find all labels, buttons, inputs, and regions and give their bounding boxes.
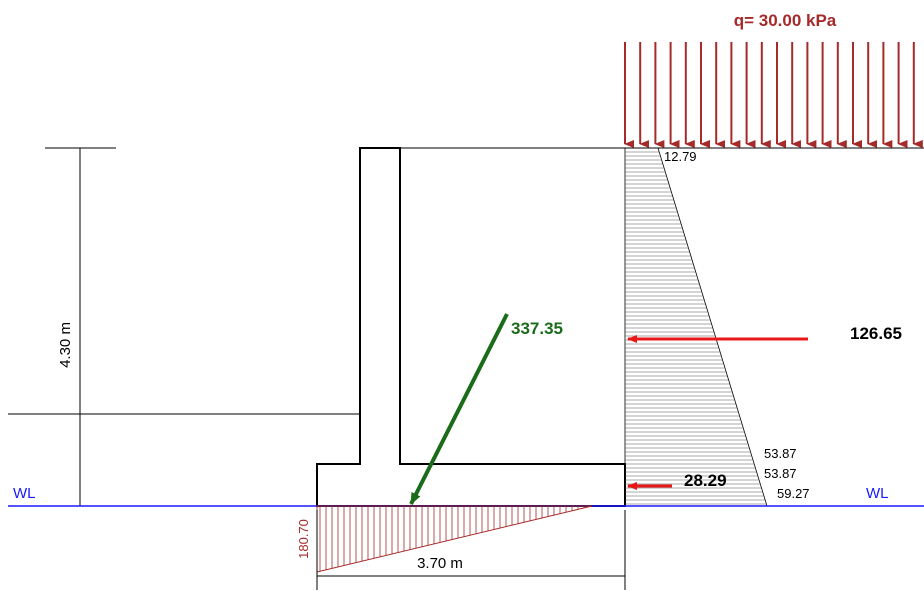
- earth-thrust-label: 126.65: [850, 324, 902, 343]
- pressure-top-label: 12.79: [664, 149, 697, 164]
- water-level-left-label: WL: [13, 485, 36, 502]
- water-thrust-label: 28.29: [684, 471, 727, 490]
- height-dimension-label: 4.30 m: [57, 322, 74, 368]
- height-dimension: 4.30 m: [45, 147, 116, 506]
- water-level-right-label: WL: [866, 485, 889, 502]
- earth-pressure-diagram: [624, 147, 768, 507]
- base-pressure-label: 180.70: [296, 519, 311, 559]
- pressure-upper-mid-label: 53.87: [764, 446, 797, 461]
- surcharge-arrows: [624, 42, 923, 148]
- pressure-lower-mid-label: 53.87: [764, 466, 797, 481]
- base-width-label: 3.70 m: [417, 555, 463, 572]
- surcharge-label: q= 30.00 kPa: [734, 11, 837, 30]
- pressure-bottom-label: 59.27: [777, 486, 810, 501]
- base-width-dimension: [316, 510, 626, 590]
- resultant-force-label: 337.35: [511, 319, 563, 338]
- retaining-wall: [316, 147, 626, 507]
- base-pressure-diagram: [316, 505, 593, 573]
- resultant-force-arrow: [409, 313, 509, 505]
